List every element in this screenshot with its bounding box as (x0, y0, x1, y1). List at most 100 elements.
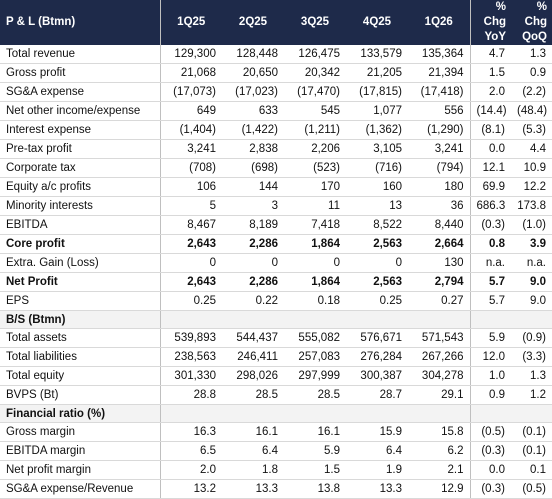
cell-value: 28.7 (346, 385, 408, 405)
table-row: Net profit margin 2.0 1.8 1.5 1.9 2.1 0.0 0.1 (0, 460, 552, 480)
table-row: BVPS (Bt) 28.8 28.5 28.5 28.7 29.1 0.9 1.2 (0, 385, 552, 405)
cell-value: 130 (408, 253, 471, 273)
row-label: SG&A expense (0, 82, 161, 102)
cell-value: 2,206 (284, 139, 346, 159)
cell-value: 2,838 (222, 139, 284, 159)
cell-value: 649 (160, 101, 222, 121)
cell-value: 1.2 (511, 385, 552, 405)
table-row: EBITDA 8,467 8,189 7,418 8,522 8,440 (0.3) (1.0… (0, 215, 552, 235)
cell-value: 1,864 (284, 234, 346, 254)
cell-value: (0.3) (470, 441, 511, 461)
cell-value: 300,387 (346, 366, 408, 386)
row-label: EBITDA (0, 215, 161, 235)
cell-value: 13.2 (160, 479, 222, 499)
table-row: Total assets 539,893 544,437 555,082 576,671… (0, 328, 552, 348)
cell-value: (1,290) (408, 120, 471, 140)
cell-value: (1,404) (160, 120, 222, 140)
cell-value: (48.4) (511, 101, 552, 121)
cell-value: 5.9 (470, 328, 511, 348)
cell-value: 297,999 (284, 366, 346, 386)
cell-value: 5.7 (470, 272, 511, 292)
row-label: Extra. Gain (Loss) (0, 253, 161, 273)
row-label: EPS (0, 291, 161, 311)
row-label: Core profit (0, 234, 161, 254)
cell-value: 16.3 (160, 422, 222, 442)
cell-value: (14.4) (470, 101, 511, 121)
cell-value: 13.3 (222, 479, 284, 499)
section-blank (511, 404, 552, 423)
cell-value: 238,563 (160, 347, 222, 367)
table-row: Interest expense (1,404) (1,422) (1,211) (1,… (0, 120, 552, 140)
cell-value: 576,671 (346, 328, 408, 348)
cell-value: 0.8 (470, 234, 511, 254)
cell-value: 106 (160, 177, 222, 197)
section-blank (470, 404, 511, 423)
row-label: Net Profit (0, 272, 161, 292)
table-row: EBITDA margin 6.5 6.4 5.9 6.4 6.2 (0.3) (0.1) (0, 441, 552, 461)
cell-value: 3 (222, 196, 284, 216)
cell-value: 6.2 (408, 441, 471, 461)
table-row: EPS 0.25 0.22 0.18 0.25 0.27 5.7 9.0 (0, 291, 552, 311)
cell-value: 8,522 (346, 215, 408, 235)
table-title: P & L (Btmn) (0, 0, 161, 45)
cell-value: 0.1 (511, 460, 552, 480)
cell-value: 0.0 (470, 139, 511, 159)
cell-value: 298,026 (222, 366, 284, 386)
cell-value: 267,266 (408, 347, 471, 367)
cell-value: n.a. (470, 253, 511, 273)
table-body: Total revenue 129,300 128,448 126,475 133,57… (0, 45, 552, 499)
cell-value: 555,082 (284, 328, 346, 348)
table-row: Corporate tax (708) (698) (523) (716) (794) 12… (0, 158, 552, 178)
cell-value: 0 (284, 253, 346, 273)
cell-value: (0.1) (511, 422, 552, 442)
table-row: Total equity 301,330 298,026 297,999 300,387… (0, 366, 552, 386)
cell-value: 170 (284, 177, 346, 197)
table-row: Total liabilities 238,563 246,411 257,083 27… (0, 347, 552, 367)
cell-value: (0.3) (470, 479, 511, 499)
cell-value: 0.9 (470, 385, 511, 405)
cell-value: 6.4 (346, 441, 408, 461)
cell-value: (716) (346, 158, 408, 178)
row-label: BVPS (Bt) (0, 385, 161, 405)
table-row: Minority interests 5 3 11 13 36 686.3 173.8 (0, 196, 552, 216)
table-row: Pre-tax profit 3,241 2,838 2,206 3,105 3,241 0… (0, 139, 552, 159)
cell-value: 36 (408, 196, 471, 216)
cell-value: 12.2 (511, 177, 552, 197)
table-row: SG&A expense (17,073) (17,023) (17,470) (17,… (0, 82, 552, 102)
cell-value: 126,475 (284, 45, 346, 64)
cell-value: 6.4 (222, 441, 284, 461)
section-blank (284, 310, 346, 329)
cell-value: (0.1) (511, 441, 552, 461)
cell-value: (1,362) (346, 120, 408, 140)
cell-value: 2,286 (222, 234, 284, 254)
cell-value: 1.3 (511, 366, 552, 386)
row-label: Interest expense (0, 120, 161, 140)
column-header: 3Q25 (284, 0, 346, 45)
cell-value: 13 (346, 196, 408, 216)
cell-value: 276,284 (346, 347, 408, 367)
column-header: 1Q25 (160, 0, 222, 45)
cell-value: 5 (160, 196, 222, 216)
cell-value: 2,563 (346, 272, 408, 292)
section-blank (160, 404, 222, 423)
cell-value: 3,105 (346, 139, 408, 159)
table-row: Net other income/expense 649 633 545 1,077 55… (0, 101, 552, 121)
row-label: Gross profit (0, 63, 161, 83)
cell-value: 1.3 (511, 45, 552, 64)
column-header: 1Q26 (408, 0, 471, 45)
cell-value: 0.27 (408, 291, 471, 311)
cell-value: 16.1 (284, 422, 346, 442)
cell-value: 556 (408, 101, 471, 121)
cell-value: (523) (284, 158, 346, 178)
cell-value: 545 (284, 101, 346, 121)
section-blank (408, 404, 471, 423)
cell-value: 0 (346, 253, 408, 273)
cell-value: 0.25 (160, 291, 222, 311)
cell-value: 13.8 (284, 479, 346, 499)
cell-value: 257,083 (284, 347, 346, 367)
cell-value: 128,448 (222, 45, 284, 64)
cell-value: 15.8 (408, 422, 471, 442)
cell-value: 1.8 (222, 460, 284, 480)
row-label: Total equity (0, 366, 161, 386)
